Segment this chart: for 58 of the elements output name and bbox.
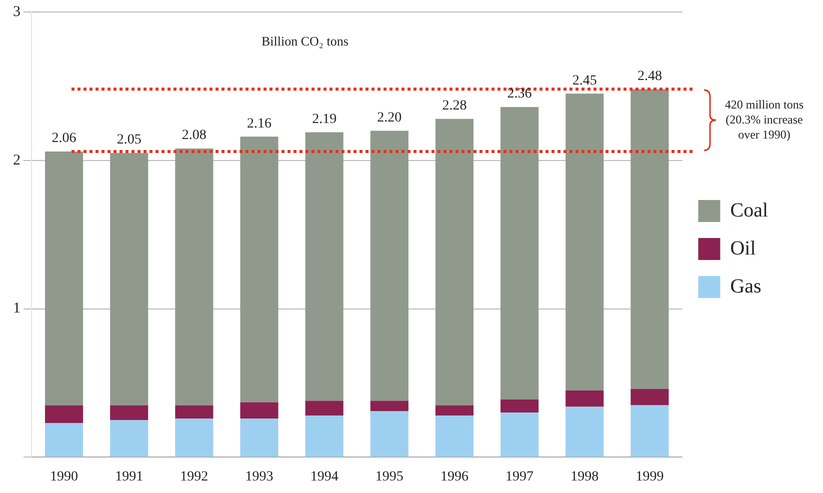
total-label: 2.08 (182, 128, 206, 144)
bar (435, 118, 474, 406)
y-tick-label: 3 (13, 4, 20, 20)
bar (110, 420, 148, 457)
total-label: 2.45 (572, 73, 597, 88)
bar (305, 416, 344, 457)
bar (370, 400, 408, 412)
bar (370, 411, 408, 457)
total-label: 2.28 (442, 98, 467, 114)
legend-label: Coal (730, 199, 768, 222)
total-label: 2.05 (116, 132, 142, 148)
x-tick-label: 1996 (440, 469, 468, 484)
x-tick-label: 1991 (115, 469, 144, 484)
total-label: 2.19 (312, 112, 337, 127)
x-tick-label: 1999 (636, 469, 664, 484)
x-tick-label: 1992 (180, 469, 208, 484)
y-tick-label: 2 (13, 152, 20, 168)
text: 420 million tons (20.3% increase over 1990) (724, 97, 804, 142)
bar (175, 418, 214, 457)
bar (500, 399, 539, 413)
bar (175, 405, 214, 419)
total-label: 2.06 (52, 131, 76, 146)
total-label: 2.20 (377, 110, 402, 126)
x-tick-label: 1993 (245, 469, 274, 484)
bar (110, 152, 148, 406)
bar (305, 132, 344, 401)
total-label: 2.16 (247, 116, 272, 132)
x-tick-label: 1998 (570, 469, 599, 484)
bar (175, 148, 214, 406)
bar (435, 416, 474, 457)
bar (240, 136, 278, 402)
x-tick-label: 1994 (310, 469, 338, 484)
bar (435, 405, 474, 416)
bar (566, 390, 604, 407)
bar (566, 94, 604, 390)
bar (110, 405, 148, 420)
x-tick-label: 1990 (50, 469, 78, 484)
bar (45, 405, 84, 424)
y-tick-label: 1 (13, 300, 20, 317)
y-axis-title: Billion CO₂ tons (262, 33, 348, 48)
x-tick-label: 1997 (506, 469, 534, 484)
bar (630, 89, 669, 389)
bar (240, 418, 278, 457)
bar (45, 423, 84, 457)
bar (370, 130, 408, 401)
bar (630, 405, 669, 457)
bar (305, 400, 344, 416)
bar (630, 388, 669, 406)
legend-label: Gas (730, 275, 762, 298)
bar (500, 412, 539, 457)
bar (566, 406, 604, 457)
bar (240, 402, 278, 419)
bar (45, 151, 84, 406)
bar (500, 106, 539, 400)
legend-label: Oil (730, 237, 756, 260)
x-tick-label: 1995 (375, 469, 404, 484)
total-label: 2.48 (637, 68, 662, 84)
total-label: 2.36 (507, 86, 532, 102)
